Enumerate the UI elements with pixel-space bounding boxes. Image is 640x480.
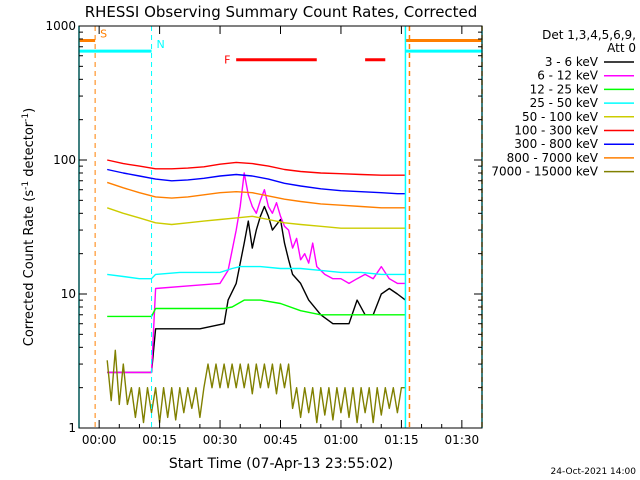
chart-title: RHESSI Observing Summary Count Rates, Co… — [85, 3, 478, 21]
x-tick-label-6: 01:30 — [445, 433, 480, 447]
legend-label-6-12-kev: 6 - 12 keV — [537, 69, 599, 83]
legend-label-25-50-kev: 25 - 50 keV — [530, 96, 599, 110]
y-axis-label-end: ) — [22, 108, 37, 113]
y-axis-label: Corrected Count Rate (s-1 detector-1) — [21, 108, 37, 346]
legend-label-800-7000-kev: 800 - 7000 keV — [507, 151, 599, 165]
series-line-6-12-kev — [107, 172, 406, 374]
y-tick-label-0: 1 — [68, 421, 76, 435]
legend-label-50-100-kev: 50 - 100 keV — [522, 110, 599, 124]
timestamp: 24-Oct-2021 14:00 — [551, 467, 637, 477]
x-axis-label: Start Time (07-Apr-13 23:55:02) — [169, 456, 393, 472]
x-tick-label-2: 00:30 — [203, 433, 238, 447]
y-tick-label-1: 10 — [61, 287, 76, 301]
legend-label-100-300-kev: 100 - 300 keV — [514, 124, 598, 138]
legend-label-12-25-kev: 12 - 25 keV — [530, 82, 599, 96]
y-axis-label-sup1: -1 — [21, 181, 31, 190]
x-tick-label-0: 00:00 — [82, 433, 117, 447]
series-line-800-7000-kev — [106, 181, 406, 209]
legend-header-line2: Att 0 — [607, 41, 636, 55]
x-tick-label-1: 00:15 — [142, 433, 177, 447]
series-line-300-800-kev — [107, 168, 406, 195]
legend-header-line1: Det 1,3,4,5,6,9, — [542, 28, 636, 42]
y-axis-label-main: Corrected Count Rate (s — [22, 190, 37, 347]
y-tick-label-3: 1000 — [45, 19, 76, 33]
series-line-12-25-kev — [107, 299, 406, 318]
legend-label-7000-15000-kev: 7000 - 15000 keV — [491, 165, 598, 179]
y-axis-label-sup2: -1 — [21, 113, 31, 122]
x-tick-label-5: 01:15 — [384, 433, 419, 447]
legend-label-300-800-kev: 300 - 800 keV — [514, 137, 598, 151]
series-line-100-300-kev — [107, 159, 406, 176]
x-tick-label-4: 01:00 — [324, 433, 359, 447]
marker-s-label: S — [100, 27, 107, 40]
legend-label-3-6-kev: 3 - 6 keV — [545, 55, 599, 69]
series-line-7000-15000-kev — [106, 349, 406, 424]
marker-f-label: F — [224, 54, 230, 67]
x-tick-label-3: 00:45 — [263, 433, 298, 447]
y-tick-label-2: 100 — [53, 153, 76, 167]
series-line-50-100-kev — [106, 207, 406, 229]
marker-n-label: N — [157, 38, 165, 51]
y-axis-label-mid: detector — [22, 121, 37, 181]
axis-layer: 00:00 00:15 00:30 00:45 01:00 01:15 01:30 1 10 10… — [45, 19, 483, 447]
